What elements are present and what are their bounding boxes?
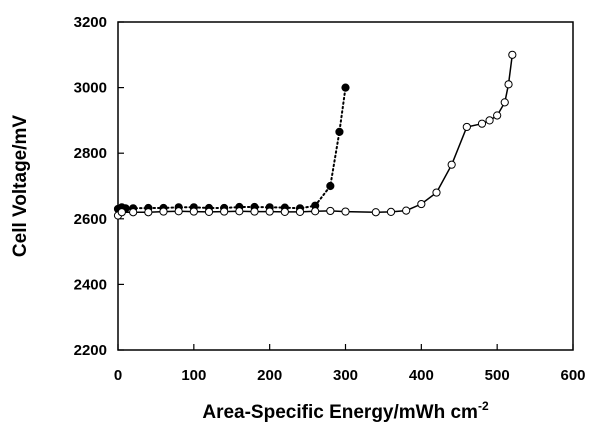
x-tick-label: 400 bbox=[409, 367, 434, 384]
open-circle-point bbox=[265, 207, 274, 216]
y-tick-label: 2800 bbox=[74, 145, 107, 162]
open-circle-point bbox=[477, 119, 487, 128]
x-tick-label: 100 bbox=[181, 367, 206, 384]
open-circle-point bbox=[326, 206, 335, 216]
open-circle-point bbox=[220, 207, 229, 216]
open-circle-point bbox=[447, 160, 456, 169]
open-circle-point bbox=[129, 208, 138, 217]
open-circle-point bbox=[500, 98, 509, 107]
open-circle-point bbox=[189, 207, 198, 216]
open-circle-point bbox=[371, 208, 380, 217]
open-circle-point bbox=[432, 188, 441, 197]
x-axis-title-main: Area-Specific Energy/mWh cm bbox=[202, 402, 478, 423]
plot-frame bbox=[117, 21, 574, 351]
open-circle-point bbox=[508, 50, 517, 59]
filled-circle-point bbox=[341, 83, 350, 92]
y-axis-title: Cell Voltage/mV bbox=[10, 115, 31, 258]
x-axis-title-superscript: -2 bbox=[478, 399, 489, 413]
open-circle-point bbox=[159, 207, 168, 216]
y-axis-ticks: 2200 2400 2600 2800 3000 3200 bbox=[74, 14, 124, 359]
series-layer bbox=[113, 50, 517, 220]
y-tick-label: 3000 bbox=[74, 80, 107, 97]
x-tick-label: 200 bbox=[257, 367, 282, 384]
open-circle-point bbox=[117, 208, 126, 217]
open-circle-point bbox=[204, 207, 214, 217]
x-tick-label: 600 bbox=[560, 367, 585, 384]
series-2 bbox=[113, 50, 517, 220]
open-circle-point bbox=[386, 207, 396, 217]
open-circle-point bbox=[504, 80, 513, 89]
open-circle-point bbox=[144, 208, 153, 217]
y-tick-label: 3200 bbox=[74, 14, 107, 31]
x-axis-ticks: 0 100 200 300 400 500 600 bbox=[114, 344, 586, 384]
open-circle-point bbox=[295, 207, 305, 217]
plot-border bbox=[117, 21, 574, 351]
series-2-line bbox=[117, 54, 514, 217]
series-1 bbox=[113, 83, 350, 214]
open-circle-point bbox=[311, 207, 320, 216]
open-circle-point bbox=[250, 207, 259, 216]
open-circle-point bbox=[417, 199, 426, 209]
open-circle-point bbox=[280, 207, 289, 217]
open-circle-point bbox=[493, 111, 502, 120]
filled-circle-point bbox=[326, 181, 335, 191]
x-tick-label: 0 bbox=[114, 367, 122, 384]
filled-circle-point bbox=[335, 127, 344, 136]
open-circle-point bbox=[235, 207, 244, 216]
open-circle-point bbox=[174, 207, 183, 216]
x-axis-title: Area-Specific Energy/mWh cm-2 bbox=[202, 399, 489, 423]
y-tick-label: 2600 bbox=[74, 211, 107, 228]
open-circle-point bbox=[341, 207, 350, 216]
y-tick-label: 2200 bbox=[74, 342, 107, 359]
x-tick-label: 500 bbox=[485, 367, 510, 384]
open-circle-point bbox=[402, 206, 411, 215]
open-circle-point bbox=[462, 122, 471, 132]
series-1-line bbox=[117, 86, 347, 210]
y-tick-label: 2400 bbox=[74, 276, 107, 293]
x-tick-label: 300 bbox=[333, 367, 358, 384]
open-circle-point bbox=[485, 116, 494, 125]
